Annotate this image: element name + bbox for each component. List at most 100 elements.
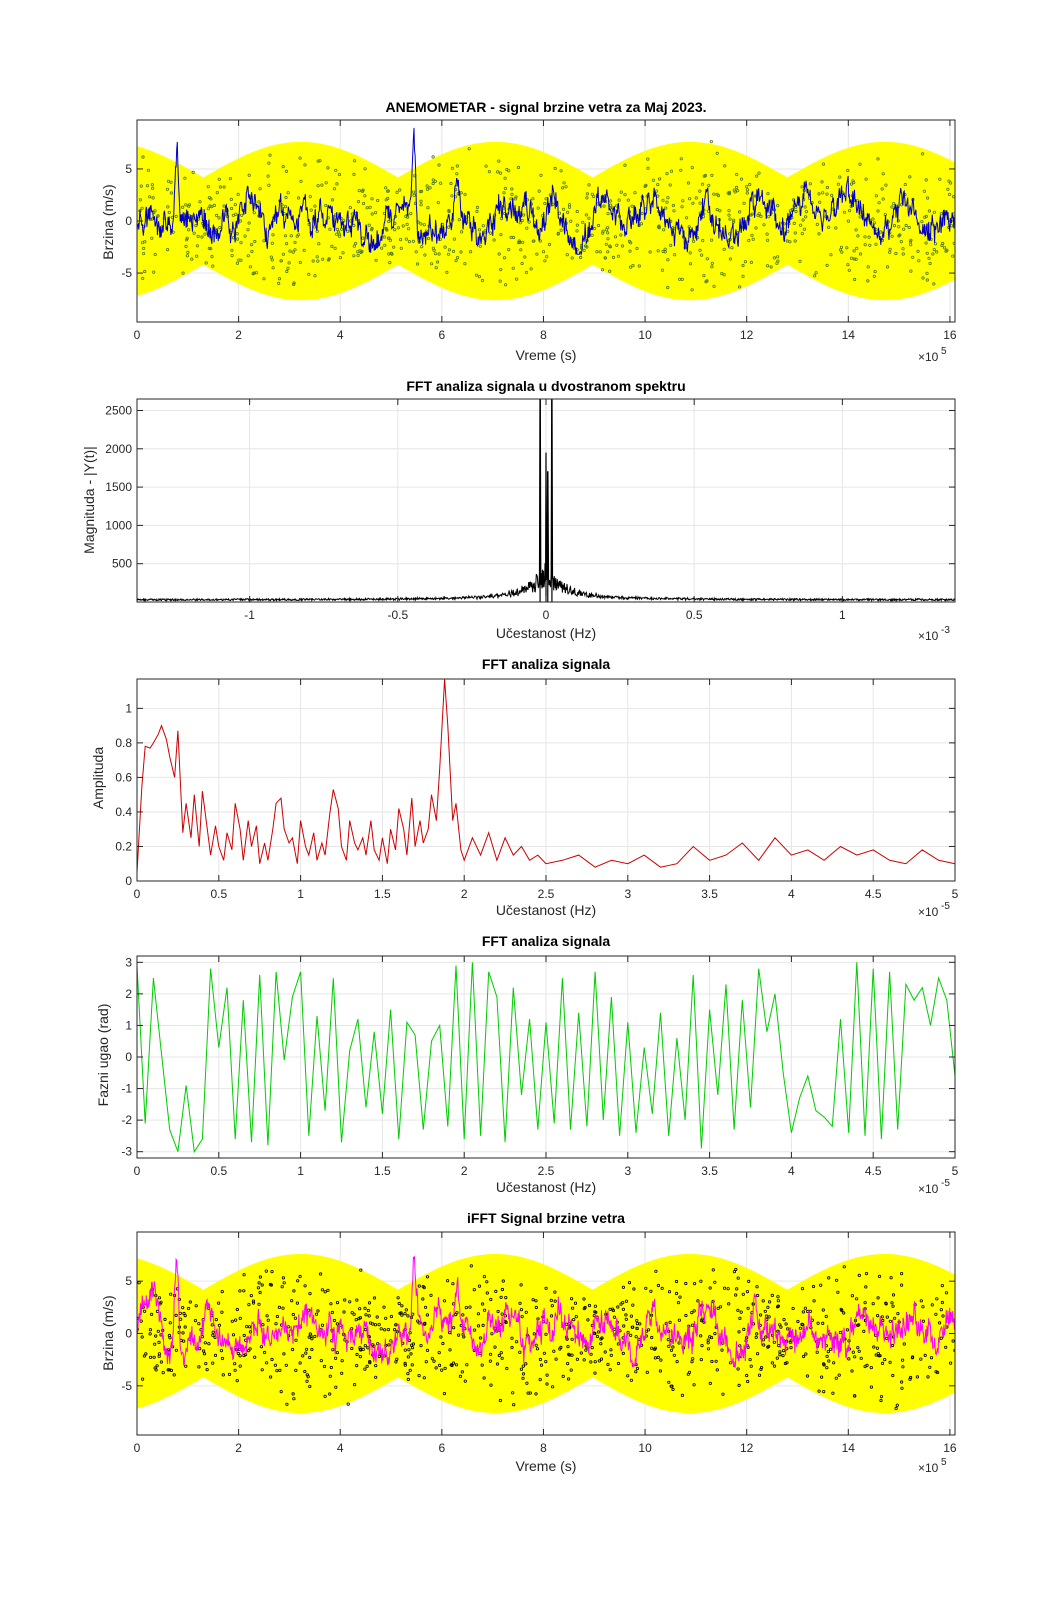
scatter-point [705,279,709,283]
scatter-point [285,1402,289,1406]
scatter-point [926,1375,930,1379]
x-tick-label: 0.5 [210,887,227,901]
scatter-point [821,162,826,166]
scatter-point [363,167,367,171]
scatter-point [877,1274,882,1279]
scatter-point [927,256,931,260]
scatter-point [858,162,862,166]
scatter-point [785,239,789,243]
scatter-point [894,1406,898,1411]
scatter-point [496,170,500,174]
scatter-point [520,1315,524,1319]
scatter-point [626,1330,630,1335]
scatter-point [502,256,507,260]
scatter-point [699,253,704,257]
scatter-point [292,1397,296,1401]
scatter-point [328,227,332,231]
scatter-point [645,1370,649,1375]
scatter-point [897,234,901,238]
scatter-point [341,251,345,255]
scatter-point [796,1319,800,1324]
scatter-point [819,1375,824,1379]
scatter-point [852,277,857,282]
scatter-point [529,267,533,271]
scatter-point [644,1286,648,1290]
scatter-point [429,262,434,266]
scatter-point [395,190,399,194]
x-tick-label: 5 [952,887,959,901]
scatter-point [654,1269,658,1273]
scatter-point [690,1360,694,1364]
scatter-point [619,190,623,194]
scatter-point [707,183,711,187]
scatter-point [153,252,157,257]
scatter-point [308,195,312,199]
scatter-point [303,163,307,167]
scatter-point [767,1300,772,1304]
scatter-point [250,243,254,247]
scatter-point [372,1296,377,1300]
scatter-point [214,1318,218,1322]
y-axis-label: Brzina (m/s) [100,1295,116,1370]
scatter-point [587,183,591,187]
scatter-point [280,1285,284,1289]
scatter-point [778,1350,782,1354]
scatter-point [460,1370,464,1374]
scatter-point [908,1377,912,1381]
scatter-point [718,209,722,213]
scatter-point [559,228,563,232]
y-tick-label: 1500 [105,480,132,494]
scatter-point [626,198,630,202]
scatter-point [395,1357,399,1361]
scatter-point [626,1374,630,1378]
scatter-point [741,263,745,268]
scatter-point [755,174,759,178]
scatter-point [900,1386,904,1390]
scatter-point [862,1329,866,1334]
scatter-point [560,186,565,190]
scatter-point [281,1276,285,1280]
scatter-point [856,1346,860,1350]
scatter-point [900,1358,905,1362]
scatter-point [196,234,200,238]
scatter-point [534,1305,538,1310]
scatter-point [420,245,424,249]
scatter-point [208,204,212,208]
y-axis-label: Amplituda [90,747,106,809]
scatter-point [749,260,754,264]
scatter-point [538,1378,542,1382]
scatter-point [624,1313,628,1317]
scatter-point [489,1297,493,1302]
scatter-point [925,278,929,282]
scatter-point [582,248,586,252]
scatter-point [428,186,432,190]
scatter-point [839,1307,843,1311]
scatter-point [363,194,367,198]
scatter-point [326,1288,330,1292]
scatter-point [919,1357,923,1361]
scatter-point [519,248,523,252]
scatter-point [154,1334,158,1338]
scatter-point [352,254,356,258]
scatter-point [897,225,901,229]
scatter-point [635,1322,640,1326]
scatter-point [156,1329,160,1333]
scatter-point [856,1323,860,1328]
scatter-point [662,228,666,232]
scatter-point [233,1362,237,1366]
scatter-point [684,1281,688,1286]
scatter-point [932,248,936,252]
scatter-point [675,1360,679,1364]
scatter-point [275,1369,279,1373]
scatter-point [628,265,633,269]
scatter-point [363,1367,367,1371]
scatter-point [165,187,169,191]
spectrum-line [137,399,955,602]
scatter-point [920,152,925,156]
scatter-point [248,1347,252,1351]
scatter-point [727,213,731,217]
scatter-point [635,1366,640,1371]
scatter-point [183,1325,187,1329]
axes-p5: 0 2 4 6 8 10 12 14 16 -5 0 5 [121,1231,957,1455]
scatter-point [166,179,171,183]
